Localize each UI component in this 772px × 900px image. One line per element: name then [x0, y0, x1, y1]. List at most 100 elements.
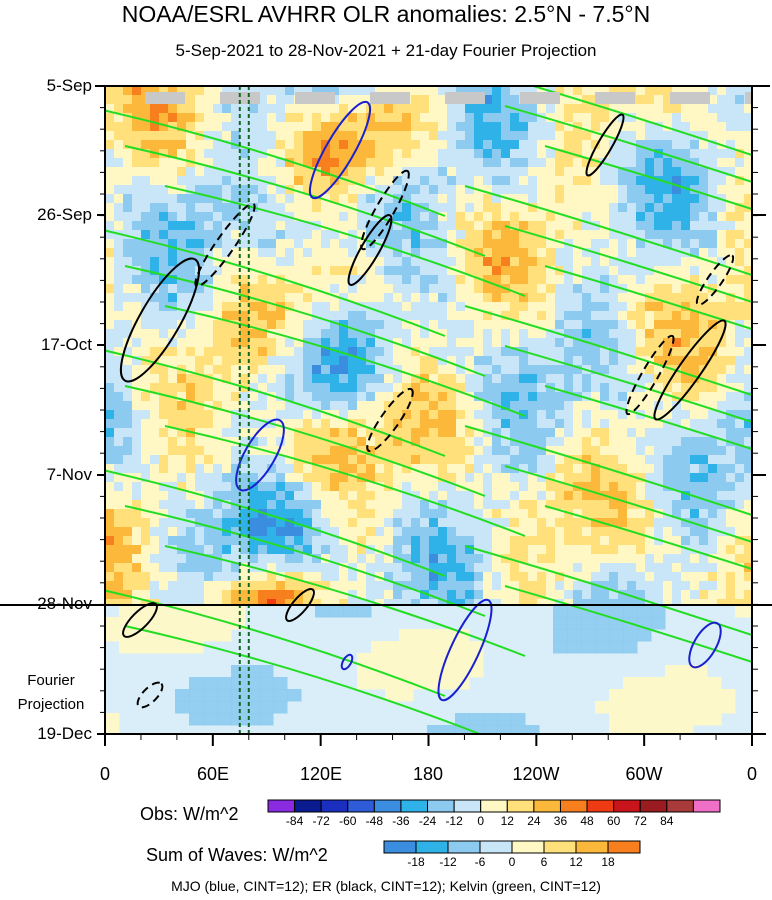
- projection-cell: [455, 653, 470, 666]
- obs-cell: [726, 176, 736, 186]
- obs-cell: [663, 500, 673, 510]
- obs-cell: [348, 500, 358, 510]
- obs-cell: [672, 122, 682, 132]
- obs-cell: [168, 221, 178, 231]
- obs-cell: [429, 221, 439, 231]
- obs-cell: [492, 545, 502, 555]
- obs-cell: [627, 536, 637, 546]
- obs-cell: [213, 383, 223, 393]
- obs-cell: [609, 455, 619, 465]
- obs-cell: [645, 338, 655, 348]
- obs-cell: [609, 176, 619, 186]
- obs-cell: [357, 554, 367, 564]
- obs-cell: [483, 464, 493, 474]
- obs-cell: [726, 302, 736, 312]
- projection-cell: [455, 725, 470, 734]
- ytick-label: 28-Nov: [37, 594, 92, 613]
- obs-cell: [186, 437, 196, 447]
- obs-cell: [492, 446, 502, 456]
- obs-cell: [681, 500, 691, 510]
- obs-cell: [384, 527, 394, 537]
- obs-cell: [231, 311, 241, 321]
- obs-cell: [312, 356, 322, 366]
- obs-cell: [195, 347, 205, 357]
- obs-cell: [528, 293, 538, 303]
- obs-cell: [420, 455, 430, 465]
- obs-cell: [258, 383, 268, 393]
- obs-cell: [339, 104, 349, 114]
- obs-cell: [672, 284, 682, 294]
- obs-cell: [312, 248, 322, 258]
- obs-cell: [492, 329, 502, 339]
- obs-cell: [726, 428, 736, 438]
- obs-cell: [735, 284, 745, 294]
- obs-cell: [591, 365, 601, 375]
- obs-cell: [249, 329, 259, 339]
- obs-cell: [330, 302, 340, 312]
- obs-cell: [393, 257, 403, 267]
- obs-cell: [627, 446, 637, 456]
- obs-cell: [555, 338, 565, 348]
- obs-cell: [726, 284, 736, 294]
- waves-colorbar-label: Sum of Waves: W/m^2: [146, 845, 328, 865]
- obs-cell: [411, 122, 421, 132]
- obs-cell: [402, 545, 412, 555]
- obs-cell: [186, 599, 196, 605]
- obs-cell: [303, 590, 313, 600]
- obs-cell: [321, 392, 331, 402]
- obs-cell: [195, 599, 205, 605]
- obs-cell: [465, 158, 475, 168]
- obs-cell: [636, 311, 646, 321]
- obs-cell: [267, 203, 277, 213]
- obs-cell: [195, 320, 205, 330]
- obs-cell: [735, 572, 745, 582]
- obs-cell: [105, 302, 115, 312]
- obs-cell: [384, 437, 394, 447]
- obs-cell: [105, 284, 115, 294]
- obs-cell: [474, 86, 484, 96]
- obs-cell: [735, 590, 745, 600]
- obs-cell: [213, 140, 223, 150]
- obs-cell: [474, 158, 484, 168]
- obs-cell: [708, 599, 718, 605]
- obs-cell: [105, 95, 115, 105]
- obs-cell: [402, 581, 412, 591]
- obs-cell: [375, 338, 385, 348]
- obs-cell: [168, 203, 178, 213]
- projection-cell: [217, 689, 232, 702]
- obs-cell: [393, 518, 403, 528]
- obs-cell: [204, 293, 214, 303]
- obs-cell: [672, 545, 682, 555]
- obs-cell: [420, 185, 430, 195]
- obs-cell: [492, 122, 502, 132]
- obs-cell: [339, 356, 349, 366]
- obs-cell: [222, 536, 232, 546]
- obs-cell: [258, 248, 268, 258]
- obs-cell: [231, 158, 241, 168]
- obs-cell: [339, 464, 349, 474]
- obs-cell: [213, 599, 223, 605]
- obs-cell: [168, 383, 178, 393]
- obs-cell: [312, 113, 322, 123]
- obs-cell: [717, 392, 727, 402]
- obs-cell: [105, 482, 115, 492]
- obs-cell: [501, 455, 511, 465]
- obs-cell: [285, 590, 295, 600]
- obs-cell: [429, 599, 439, 605]
- obs-cell: [645, 563, 655, 573]
- obs-cell: [627, 491, 637, 501]
- obs-cell: [141, 302, 151, 312]
- obs-cell: [303, 266, 313, 276]
- obs-cell: [150, 248, 160, 258]
- kelvin-contour: [464, 185, 752, 277]
- obs-cell: [681, 293, 691, 303]
- obs-cell: [240, 329, 250, 339]
- obs-cell: [690, 482, 700, 492]
- obs-cell: [708, 122, 718, 132]
- obs-cell: [438, 392, 448, 402]
- obs-cell: [618, 401, 628, 411]
- obs-cell: [672, 437, 682, 447]
- obs-cell: [150, 545, 160, 555]
- obs-cell: [618, 122, 628, 132]
- obs-cell: [384, 131, 394, 141]
